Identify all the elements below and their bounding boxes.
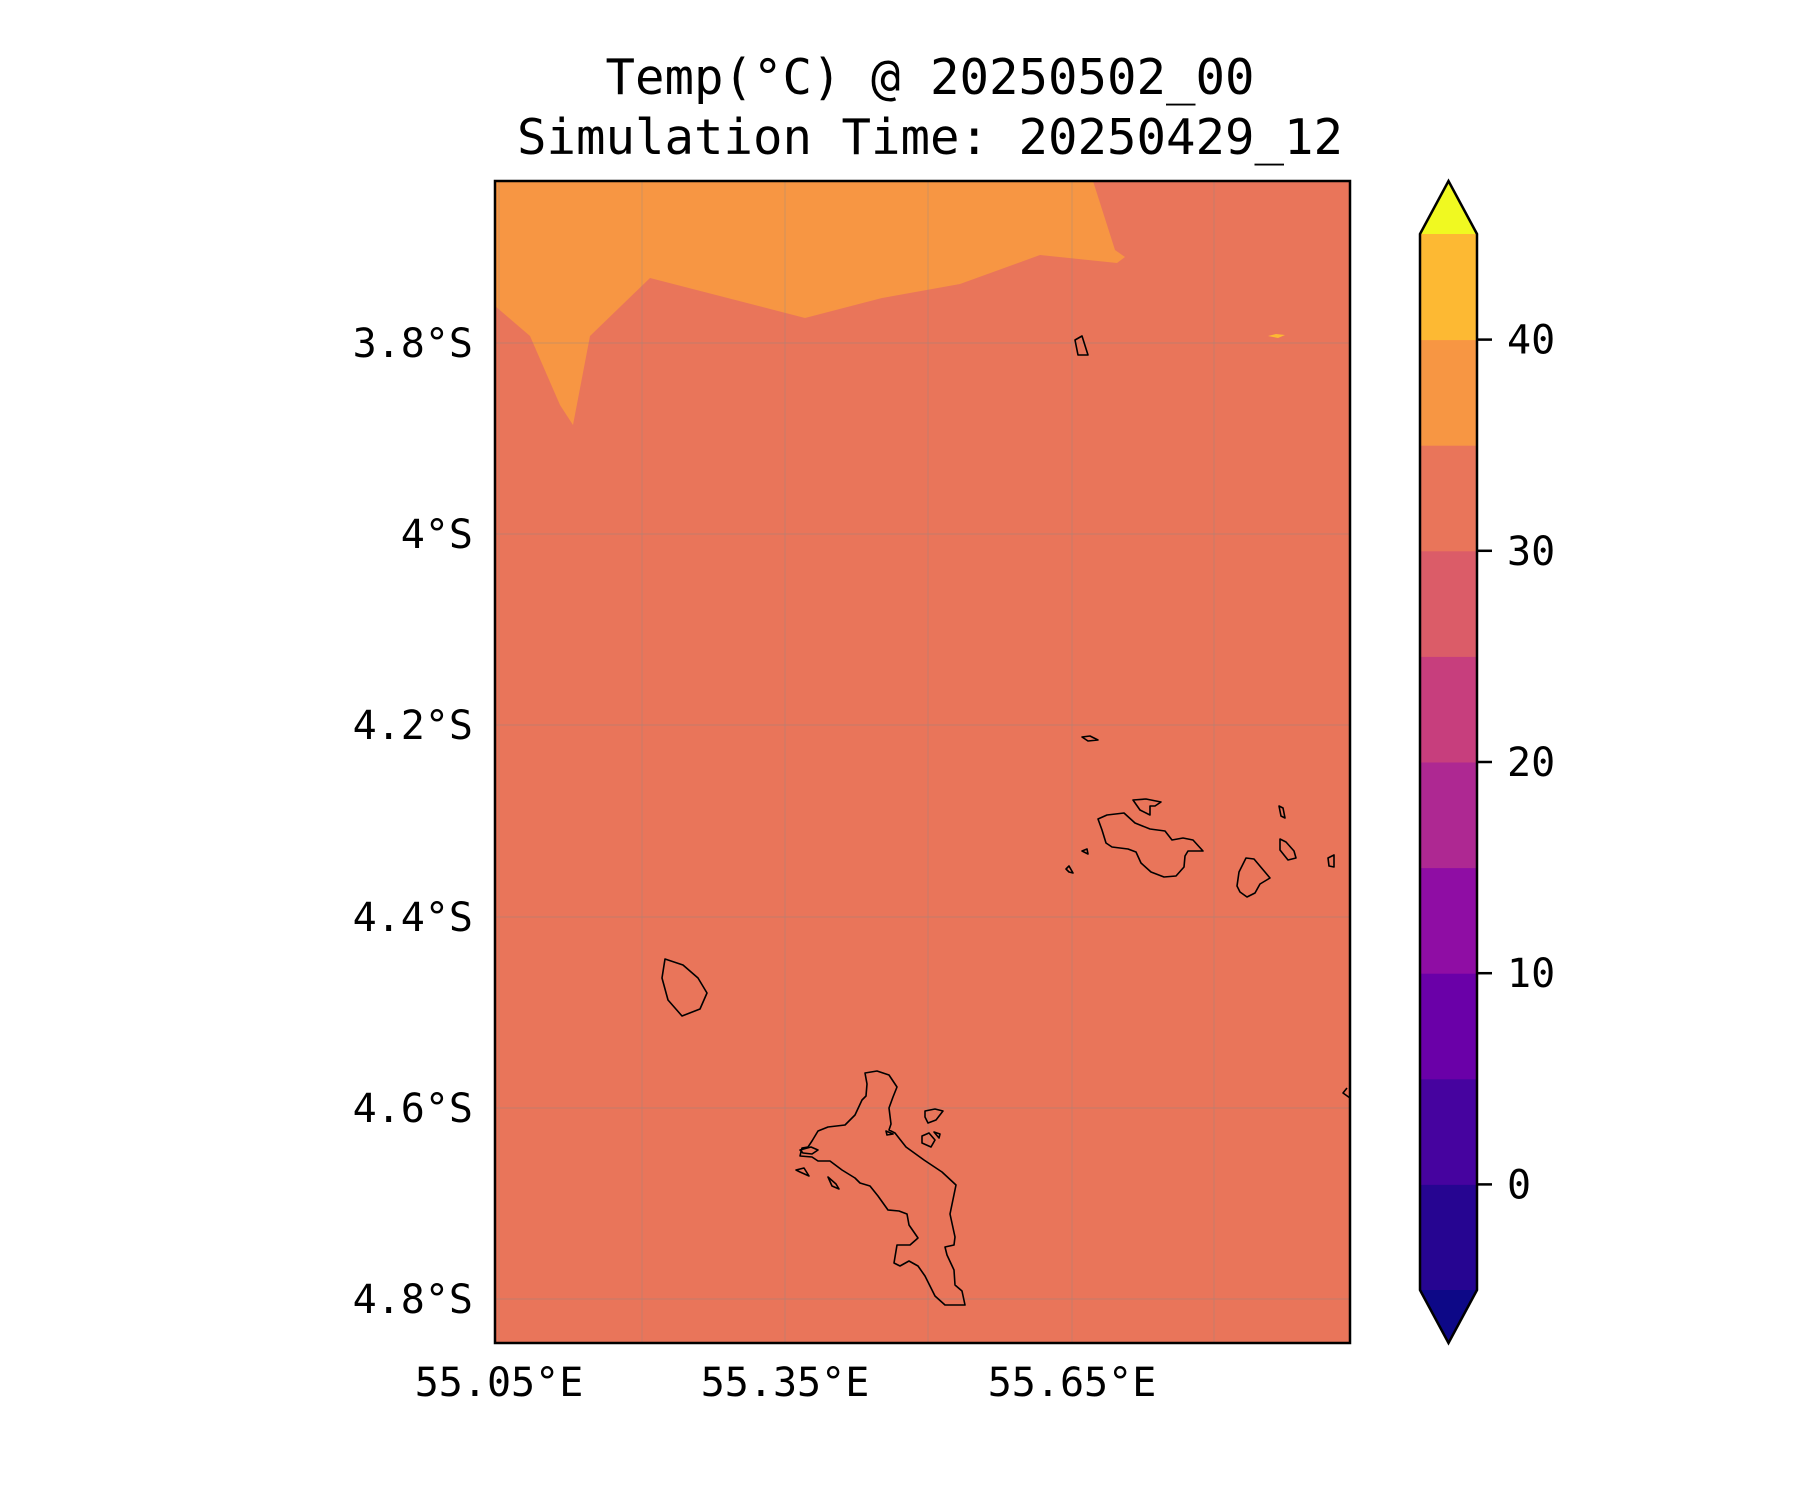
island-praslin	[1097, 812, 1204, 878]
colorbar-band	[1420, 762, 1477, 869]
lat-tick-label: 3.8°S	[353, 321, 473, 367]
colorbar-band	[1420, 867, 1477, 974]
islet-east-edge	[1342, 1087, 1351, 1099]
islet-mahe-west-2	[795, 1167, 810, 1177]
colorbar-band	[1420, 1184, 1477, 1291]
islet-cerf-2	[933, 1131, 941, 1139]
colorbar-tick-label: 10	[1507, 951, 1555, 997]
lat-tick-label: 4.6°S	[353, 1086, 473, 1132]
colorbar-band	[1420, 445, 1477, 552]
islet-cerf-1	[921, 1132, 936, 1148]
colorbar-band	[1420, 1078, 1477, 1185]
islet-praslin-sw	[1065, 865, 1074, 874]
islet-mahe-west-3	[827, 1176, 840, 1190]
lon-tick-label: 55.65°E	[988, 1360, 1157, 1406]
lat-tick-label: 4°S	[401, 512, 473, 558]
colorbar-extend-min	[1420, 1290, 1477, 1343]
lat-tick-label: 4.8°S	[353, 1277, 473, 1323]
coastlines	[661, 335, 1351, 1306]
lat-tick-label: 4.4°S	[353, 895, 473, 941]
lat-tick-labels: 3.8°S 4°S 4.2°S 4.4°S 4.6°S 4.8°S	[353, 321, 473, 1323]
lat-tick-label: 4.2°S	[353, 703, 473, 749]
island-small-north	[1081, 735, 1099, 742]
island-felicite	[1279, 838, 1297, 861]
map-frame	[493, 179, 1352, 1345]
title-line-1: Temp(°C) @ 20250502_00	[605, 49, 1255, 106]
colorbar-outline	[1418, 178, 1479, 1346]
colorbar-tick-label: 20	[1507, 740, 1555, 786]
hot-spot	[1268, 334, 1285, 338]
lon-tick-label: 55.05°E	[415, 1360, 584, 1406]
colorbar-band	[1420, 234, 1477, 341]
islet-east-2	[1327, 854, 1335, 868]
island-silhouette	[661, 958, 708, 1017]
gridlines	[495, 181, 1350, 1343]
islet-mahe-west-4	[885, 1130, 894, 1136]
map-panel	[493, 179, 1352, 1345]
colorbar-tick-label: 30	[1507, 529, 1555, 575]
colorbar: 0 10 20 30 40	[1418, 178, 1555, 1346]
title-line-2: Simulation Time: 20250429_12	[516, 109, 1343, 166]
lon-tick-labels: 55.05°E 55.35°E 55.65°E	[415, 1360, 1157, 1406]
island-denis	[1074, 335, 1089, 356]
island-mahe	[799, 1070, 966, 1306]
colorbar-band	[1420, 973, 1477, 1080]
map-title: Temp(°C) @ 20250502_00 Simulation Time: …	[500, 48, 1360, 168]
colorbar-band	[1420, 550, 1477, 657]
colorbar-tick-label: 0	[1507, 1162, 1531, 1208]
lon-tick-label: 55.35°E	[701, 1360, 870, 1406]
colorbar-tick-label: 40	[1507, 318, 1555, 364]
colorbar-extend-max	[1420, 181, 1477, 234]
islet-mahe-west-1	[799, 1146, 819, 1155]
islet-east-1	[1278, 805, 1286, 819]
warm-region	[495, 181, 1125, 425]
colorbar-band	[1420, 656, 1477, 763]
island-curieuse	[1132, 798, 1162, 816]
temperature-field	[495, 181, 1350, 1343]
islet-praslin-west	[1081, 848, 1089, 855]
island-la-digue	[1236, 857, 1271, 898]
island-st-anne	[924, 1108, 944, 1124]
colorbar-band	[1420, 339, 1477, 446]
